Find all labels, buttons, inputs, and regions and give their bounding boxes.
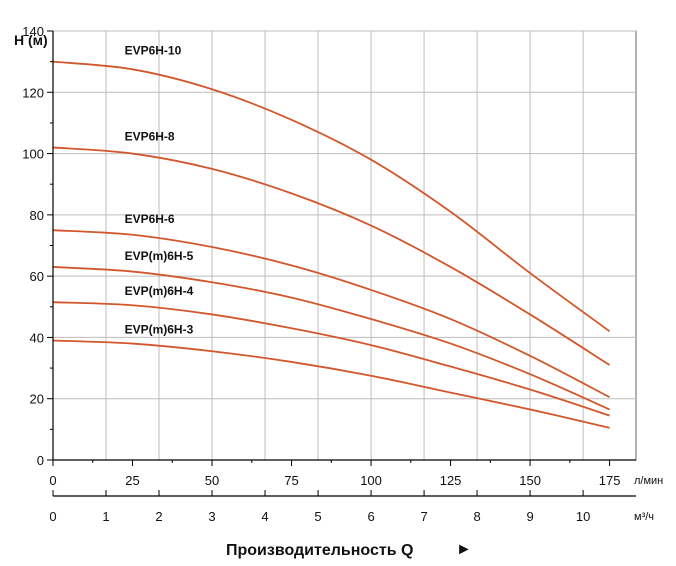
x2-tick-label: 7 xyxy=(420,509,427,524)
y-tick-label: 0 xyxy=(37,453,44,468)
series-line xyxy=(52,229,611,398)
x2-tick-label: 4 xyxy=(261,509,268,524)
series-lines xyxy=(52,60,611,429)
x-tick-label: 50 xyxy=(205,473,219,488)
series-label: EVP(m)6H-4 xyxy=(125,284,194,298)
series-label: EVP(m)6H-3 xyxy=(125,322,194,336)
x2-tick-label: 0 xyxy=(49,509,56,524)
x2-tick-label: 8 xyxy=(473,509,480,524)
series-label: EVP(m)6H-5 xyxy=(125,249,194,263)
x-tick-label: 125 xyxy=(440,473,462,488)
x2-tick-label: 9 xyxy=(526,509,533,524)
x2-tick-label: 5 xyxy=(314,509,321,524)
x-axis-arrow-icon: ► xyxy=(456,541,472,558)
x2-tick-label: 2 xyxy=(155,509,162,524)
x-axis-title: Производительность Q xyxy=(226,542,413,559)
series-line xyxy=(52,301,610,417)
y-tick-label: 120 xyxy=(22,85,44,100)
y-tick-label: 80 xyxy=(30,208,44,223)
y-tick-label: 20 xyxy=(30,392,44,407)
series-label: EVP6H-8 xyxy=(125,129,175,143)
x2-tick-label: 3 xyxy=(208,509,215,524)
y-axis-label: H (м) xyxy=(14,32,48,48)
y-tick-label: 40 xyxy=(30,330,44,345)
series-line xyxy=(52,266,610,411)
series-line xyxy=(52,60,611,333)
y-tick-label: 60 xyxy=(30,269,44,284)
grid xyxy=(52,30,637,461)
x-tick-label: 25 xyxy=(125,473,139,488)
x-tick-label: 75 xyxy=(284,473,298,488)
x-tick-label: 175 xyxy=(599,473,621,488)
series-line xyxy=(52,146,611,366)
x2-tick-label: 6 xyxy=(367,509,374,524)
series-label: EVP6H-6 xyxy=(125,212,175,226)
series-label: EVP6H-10 xyxy=(125,44,182,58)
x2-tick-label: 1 xyxy=(102,509,109,524)
y-tick-label: 100 xyxy=(22,147,44,162)
x2-tick-label: 10 xyxy=(576,509,590,524)
series-line xyxy=(52,339,610,429)
x-tick-label: 0 xyxy=(49,473,56,488)
x-tick-label: 100 xyxy=(360,473,382,488)
series-labels: EVP6H-10 EVP6H-8 EVP6H-6 EVP(m)6H-5 EVP(m)6H… xyxy=(125,44,194,337)
x-tick-label: 150 xyxy=(519,473,541,488)
y-tick-label: 140 xyxy=(22,24,44,39)
x-axis-unit-primary: л/мин xyxy=(634,475,663,487)
x-axis-unit-secondary: м³/ч xyxy=(634,511,654,523)
